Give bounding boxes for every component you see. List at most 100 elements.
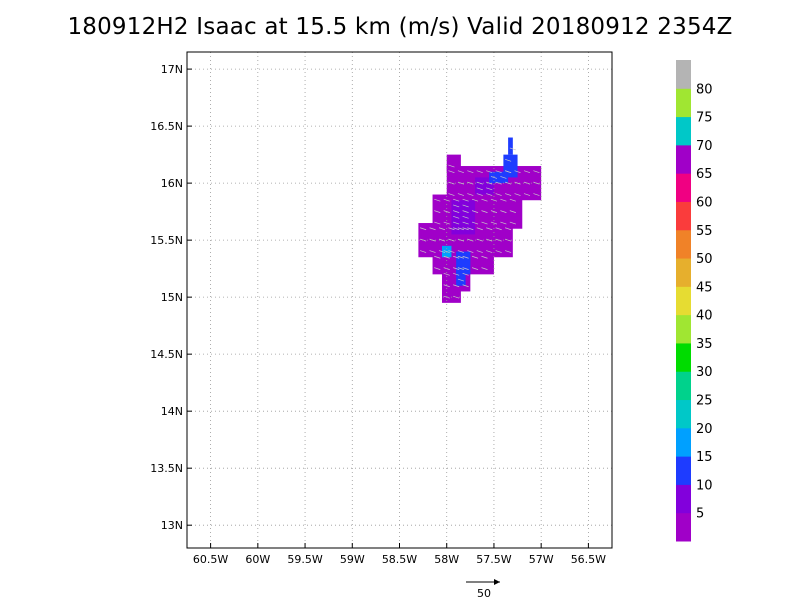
lon-tick-label: 58W (434, 553, 459, 566)
wind-vector (453, 295, 460, 299)
wind-vector (443, 255, 450, 259)
wind-vector (462, 267, 469, 270)
wind-vector (505, 181, 512, 185)
wind-vector (500, 198, 507, 202)
wind-vector (495, 193, 502, 196)
colorbar-label: 60 (696, 195, 713, 210)
colorbar-label: 45 (696, 280, 713, 295)
reference-vector: 50 (466, 579, 500, 600)
wind-vector (462, 204, 469, 208)
colorbar-label: 10 (696, 478, 713, 493)
wind-vector (495, 238, 502, 242)
wind-vector (495, 227, 502, 231)
colorbar-swatch (676, 173, 691, 202)
colorbar-swatch (676, 399, 691, 429)
wind-vector (453, 227, 460, 231)
colorbar-label: 70 (696, 139, 713, 154)
wind-vector (505, 158, 512, 162)
wind-vector (420, 250, 427, 253)
map-title: 180912H2 Isaac at 15.5 km (m/s) Valid 20… (67, 14, 733, 40)
colorbar-swatch (676, 484, 691, 514)
wind-vector (453, 267, 460, 270)
lat-tick-label: 16N (161, 177, 183, 190)
wind-vector (457, 181, 464, 185)
colorbar-swatch (676, 88, 691, 118)
wind-vector (462, 227, 469, 231)
lat-tick-label: 15N (161, 291, 183, 304)
wind-vector (523, 193, 531, 196)
wind-vector (509, 210, 516, 213)
wind-vector (457, 193, 464, 196)
colorbar-swatch (676, 342, 691, 372)
wind-vector (457, 238, 464, 242)
wind-vector (476, 227, 483, 231)
lat-tick-label: 14N (161, 405, 183, 418)
lat-tick-label: 15.5N (150, 234, 183, 247)
lon-tick-label: 56.5W (571, 553, 606, 566)
wind-vector (509, 147, 516, 151)
lat-tick-label: 16.5N (150, 120, 183, 133)
wind-vector (486, 250, 493, 253)
colorbar-label: 50 (696, 252, 713, 267)
wind-vector (457, 255, 464, 259)
wind-vector (505, 227, 512, 231)
wind-vector (505, 193, 512, 196)
colorbar-label: 15 (696, 450, 713, 465)
wind-vector (434, 267, 441, 270)
wind-vector (467, 181, 474, 185)
wind-cell (451, 200, 476, 235)
lon-tick-label: 58.5W (382, 553, 417, 566)
wind-vector (533, 170, 540, 174)
wind-cell (442, 285, 461, 303)
lon-tick-label: 60.5W (193, 553, 228, 566)
wind-vector (462, 198, 469, 202)
latitude-labels: 17N 16.5N 16N 15.5N 15N 14.5N 14N 13.5N 13N (150, 63, 183, 532)
lon-tick-label: 57.5W (476, 553, 511, 566)
wind-cell (503, 154, 518, 178)
colorbar-label: 65 (696, 167, 713, 182)
wind-vector (462, 221, 469, 225)
wind-vector (481, 255, 488, 259)
colorbar-label: 5 (696, 507, 704, 522)
wind-vector (533, 181, 540, 185)
wind-vector (462, 273, 469, 276)
wind-vector (490, 221, 498, 225)
wind-vector (486, 238, 493, 242)
wind-vector (453, 284, 460, 288)
wind-vector (476, 170, 483, 174)
wind-vector (486, 193, 493, 196)
wind-vector (509, 198, 516, 202)
wind-vector (500, 221, 507, 225)
wind-vector (476, 193, 483, 196)
wind-cell (508, 137, 513, 155)
wind-vector (462, 284, 469, 288)
wind-vector (434, 221, 441, 225)
wind-vector (457, 267, 464, 270)
colorbar-label: 30 (696, 365, 713, 380)
wind-vector (500, 176, 507, 179)
wind-speed-field (418, 137, 542, 303)
wind-vector (500, 210, 507, 213)
wind-vector (462, 255, 469, 259)
map-grid (187, 52, 612, 548)
colorbar-label: 75 (696, 111, 713, 126)
wind-vector (453, 216, 460, 219)
wind-vector (471, 198, 479, 202)
lat-tick-label: 13N (161, 519, 183, 532)
wind-vector (443, 295, 450, 299)
longitude-labels: 60.5W 60W 59.5W 59W 58.5W 58W 57.5W 57W 56.5W (193, 553, 606, 566)
wind-vector (471, 210, 479, 213)
wind-vector (453, 221, 460, 225)
wind-vector (505, 250, 512, 253)
wind-vector (495, 181, 502, 185)
wind-vector (457, 227, 464, 231)
colorbar-swatch (676, 314, 691, 344)
wind-vector (490, 176, 498, 179)
colorbar: 5 10 15 20 25 30 35 40 45 50 55 60 65 70 75 80 (676, 60, 713, 542)
wind-vector (486, 227, 493, 231)
wind-vector (490, 210, 498, 213)
lon-tick-label: 59W (340, 553, 365, 566)
wind-vector (457, 170, 464, 174)
lon-tick-label: 60W (245, 553, 270, 566)
colorbar-label: 55 (696, 224, 713, 239)
